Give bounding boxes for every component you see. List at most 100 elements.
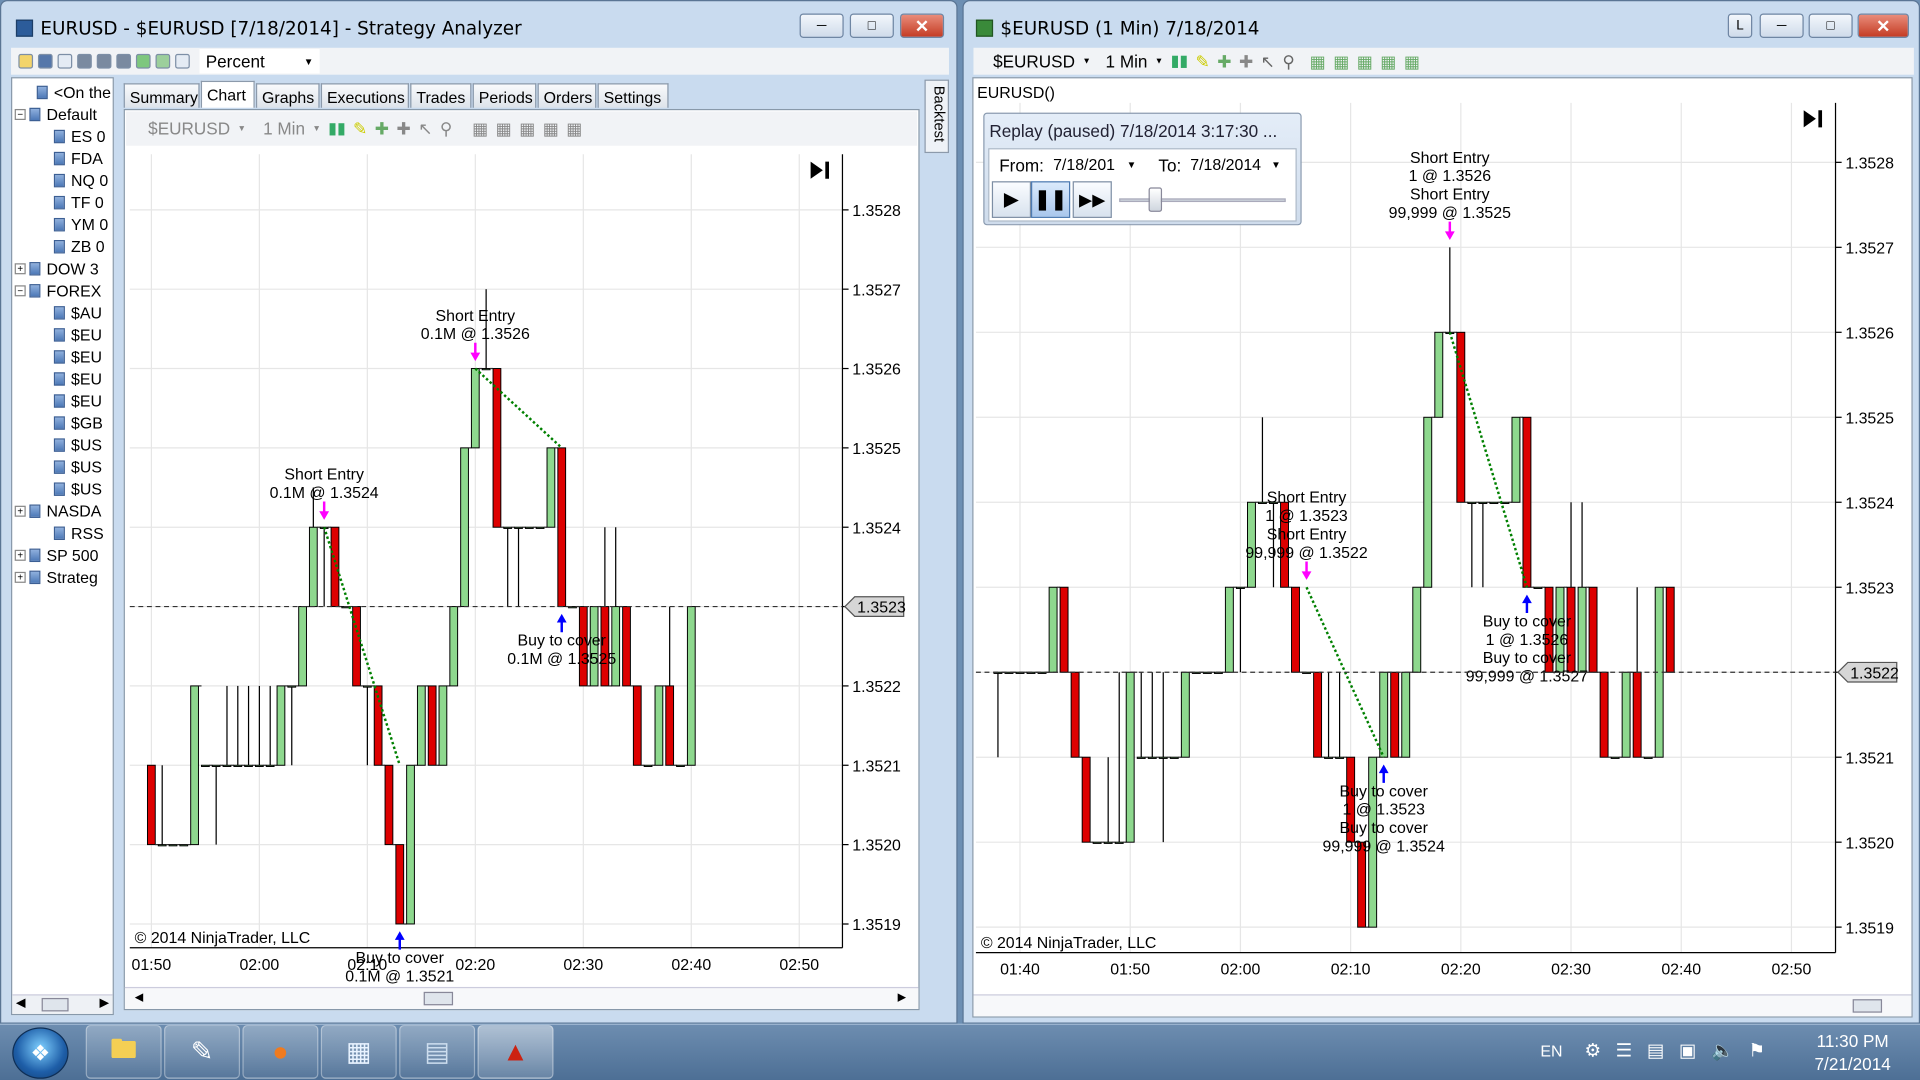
pencil-icon[interactable]: ✎ (1195, 50, 1210, 71)
tree-group[interactable]: − FOREX (14, 279, 101, 301)
clipboard-icon[interactable]: ▤ (1646, 1040, 1665, 1062)
instrument-selector[interactable]: $EURUSD (993, 51, 1075, 72)
scroll-right-arrow-icon[interactable]: ▶ (897, 990, 907, 1003)
tab-graphs[interactable]: Graphs (255, 83, 320, 108)
volume-icon[interactable]: 🔈 (1710, 1040, 1734, 1062)
properties-icon[interactable]: ▦ (472, 118, 489, 138)
scroll-thumb[interactable] (41, 997, 69, 1012)
strategies-icon[interactable]: ▦ (519, 118, 536, 138)
chevron-down-icon[interactable]: ▼ (1154, 56, 1164, 66)
scroll-thumb[interactable] (1852, 999, 1883, 1013)
chevron-down-icon[interactable]: ▼ (1082, 56, 1091, 66)
tab-settings[interactable]: Settings (597, 83, 669, 108)
tree-item[interactable]: NQ 0 (15, 169, 108, 191)
tab-chart[interactable]: Chart (200, 80, 255, 108)
close-button[interactable]: ✕ (1857, 13, 1909, 38)
collapse-icon[interactable]: − (14, 108, 26, 120)
minimize-button[interactable]: ─ (799, 13, 844, 38)
global-crosshair-icon[interactable]: ✚ (1238, 50, 1254, 71)
tree-group[interactable]: + DOW 3 (14, 257, 99, 279)
tree-item[interactable]: $GB (15, 411, 103, 433)
tree-group[interactable]: − Default (14, 103, 97, 125)
cursor-icon[interactable]: ↖ (418, 118, 433, 138)
tab-executions[interactable]: Executions (320, 83, 409, 108)
open-folder-icon[interactable] (18, 53, 34, 69)
bar-type-icon[interactable]: ▮▮ (1170, 51, 1189, 70)
to-date-picker[interactable]: 7/18/2014 ▼ (1185, 153, 1285, 175)
tree-item[interactable]: $AU (15, 301, 102, 323)
replay-chart[interactable]: 1.3528 1.3527 1.3526 1.3525 1.3524 1.3523 1.35… (973, 78, 1911, 991)
save-icon[interactable] (37, 53, 53, 69)
zoom-icon[interactable]: ⚲ (439, 118, 453, 138)
cross-pointer-icon[interactable]: ✚ (1217, 50, 1232, 71)
chevron-down-icon[interactable]: ▼ (237, 124, 246, 133)
properties-icon[interactable]: ▦ (1309, 50, 1326, 71)
pencil-icon[interactable]: ✎ (353, 118, 368, 138)
global-crosshair-icon[interactable]: ✚ (396, 118, 411, 138)
expand-icon[interactable]: + (14, 505, 26, 517)
tree-group[interactable]: + SP 500 (14, 544, 98, 566)
export-icon[interactable] (155, 53, 171, 69)
data-box-icon[interactable]: ▦ (1403, 50, 1421, 71)
network-share-icon[interactable]: ⚙ (1584, 1040, 1601, 1062)
tree-group[interactable]: + Strateg (14, 566, 98, 588)
add-icon[interactable] (135, 53, 151, 69)
bar-type-icon[interactable]: ▮▮ (328, 118, 346, 138)
tree-scrollbar[interactable]: ◀ ▶ (12, 994, 113, 1014)
expand-icon[interactable]: + (14, 549, 26, 561)
indicators-icon[interactable]: ▦ (495, 118, 512, 138)
replay-speed-slider[interactable] (1148, 187, 1163, 212)
scroll-left-arrow-icon[interactable]: ◀ (15, 996, 26, 1011)
strategy-chart[interactable]: 1.3528 1.3527 1.3526 1.3525 1.3524 1.3523 1.35… (125, 147, 918, 1004)
expand-icon[interactable]: + (14, 262, 26, 274)
close-button[interactable]: ✕ (900, 13, 945, 38)
tree-item[interactable]: $US (15, 456, 102, 478)
tree-item[interactable]: $US (15, 478, 102, 500)
taskbar-control-center[interactable]: ▤ (399, 1024, 476, 1079)
action-center-icon[interactable]: ⚑ (1748, 1040, 1766, 1062)
minimize-button[interactable]: ─ (1759, 13, 1804, 38)
instrument-selector[interactable]: $EURUSD (148, 118, 231, 139)
snapshot-icon[interactable]: ▦ (1380, 50, 1397, 71)
snapshot-icon[interactable]: ▦ (542, 118, 559, 138)
scroll-thumb[interactable] (423, 991, 454, 1006)
pause-button[interactable]: ❚❚ (1031, 181, 1071, 218)
backtest-side-tab[interactable]: Backtest (924, 79, 949, 154)
scroll-right-arrow-icon[interactable]: ▶ (99, 996, 109, 1011)
strategies-icon[interactable]: ▦ (1356, 50, 1373, 71)
chart-titlebar[interactable]: $EURUSD (1 Min) 7/18/2014 (964, 1, 1919, 55)
chart-scrollbar[interactable] (973, 994, 1912, 1017)
collapse-icon[interactable]: − (14, 284, 26, 296)
backtest-mode-icon[interactable] (77, 53, 92, 69)
taskbar-notepad[interactable]: ✎ (164, 1024, 241, 1079)
clock[interactable]: 11:30 PM 7/21/2014 (1798, 1030, 1908, 1077)
chart-scrollbar[interactable]: ◀ ▶ (124, 986, 919, 1009)
fast-forward-button[interactable]: ▶▶ (1072, 181, 1112, 218)
print-icon[interactable] (57, 53, 73, 69)
tree-item[interactable]: FDA (15, 147, 103, 169)
walkforward-mode-icon[interactable] (116, 53, 132, 69)
chevron-down-icon[interactable]: ▼ (312, 124, 321, 133)
start-button[interactable]: ❖ (12, 1027, 69, 1079)
cursor-icon[interactable]: ↖ (1260, 50, 1276, 71)
expand-icon[interactable]: + (14, 571, 26, 583)
zoom-icon[interactable]: ⚲ (1282, 50, 1295, 71)
replay-title[interactable]: Replay (paused) 7/18/2014 3:17:30 ... (989, 121, 1278, 141)
tab-orders[interactable]: Orders (537, 83, 597, 108)
scroll-left-arrow-icon[interactable]: ◀ (134, 990, 144, 1003)
tree-item[interactable]: ES 0 (15, 125, 106, 147)
indicators-icon[interactable]: ▦ (1333, 50, 1350, 71)
network-icon[interactable]: ▣ (1678, 1040, 1697, 1062)
play-button[interactable]: ▶ (991, 181, 1032, 218)
tree-group[interactable]: + NASDA (14, 500, 101, 522)
tree-item[interactable]: $EU (15, 367, 102, 389)
interval-selector[interactable]: 1 Min (1105, 51, 1148, 72)
link-button[interactable]: L (1727, 13, 1753, 38)
maximize-button[interactable]: □ (1808, 13, 1853, 38)
taskbar-ninjatrader[interactable]: ▲ (477, 1024, 554, 1079)
tree-item[interactable]: <On the (15, 81, 111, 103)
tab-summary[interactable]: Summary (123, 83, 200, 108)
clear-icon[interactable] (175, 53, 190, 69)
tree-item[interactable]: ZB 0 (15, 235, 105, 257)
tree-item[interactable]: $EU (15, 389, 102, 411)
